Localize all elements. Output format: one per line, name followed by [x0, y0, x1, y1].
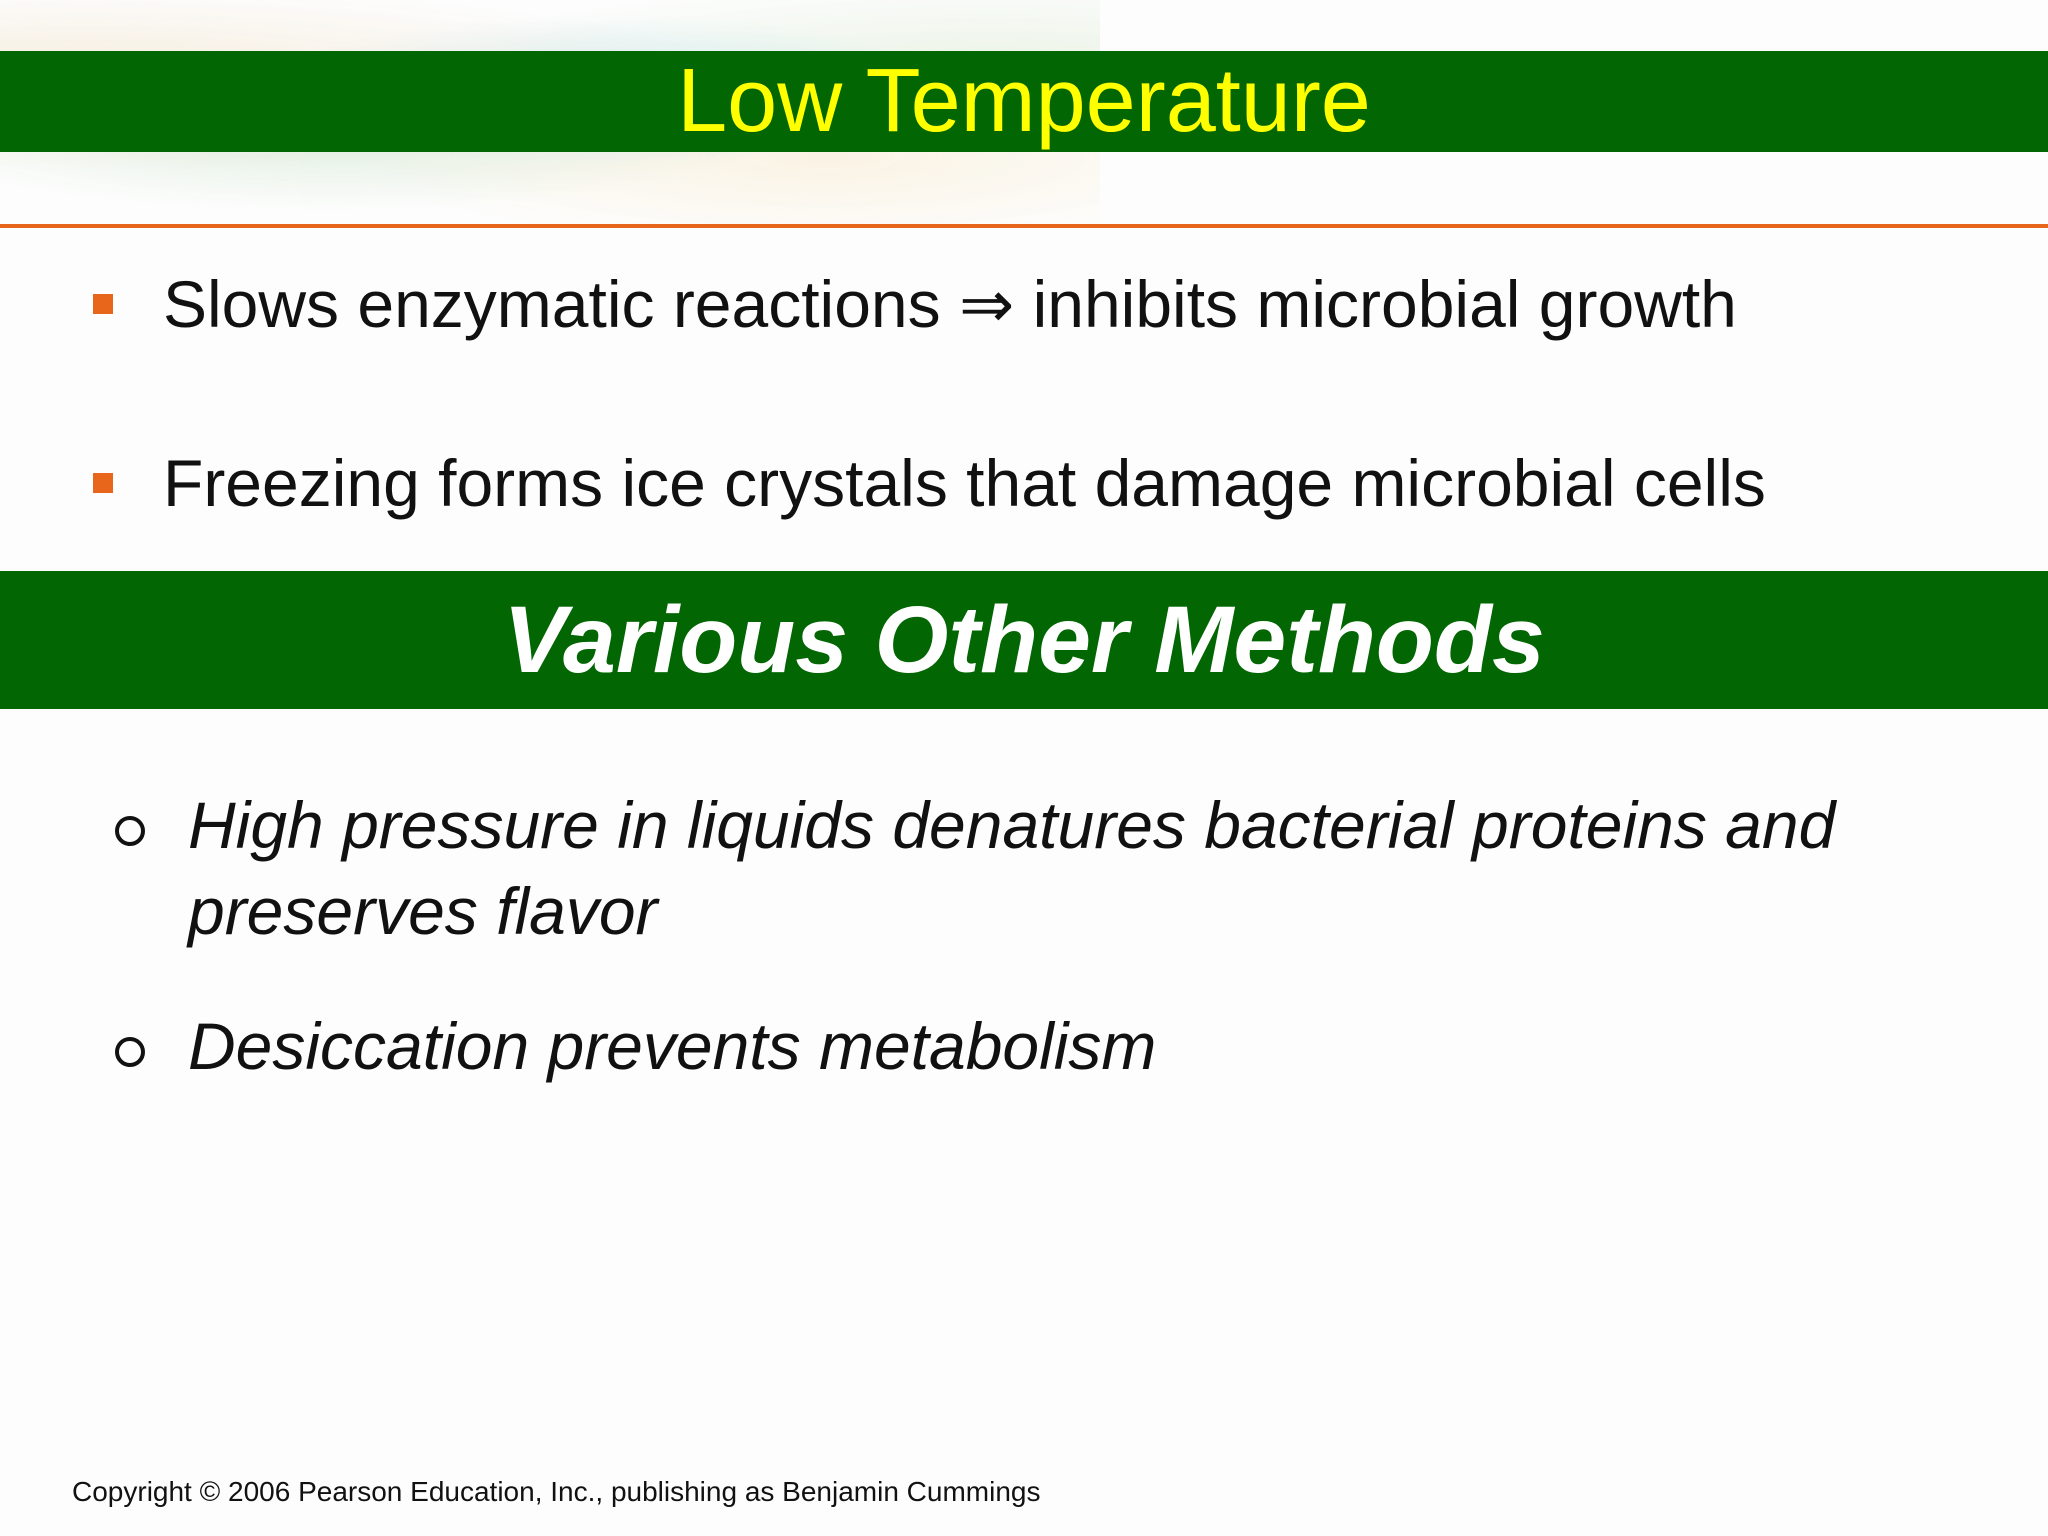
- square-bullet-icon: [93, 473, 113, 493]
- square-bullet-icon: [93, 294, 113, 314]
- section-bar: [0, 571, 2048, 709]
- sub-bullet-item: High pressure in liquids denatures bacte…: [115, 782, 1968, 954]
- bullet-text: Freezing forms ice crystals that damage …: [163, 446, 1766, 520]
- sub-bullet-text: Desiccation prevents metabolism: [188, 1009, 1157, 1083]
- title-bar: [0, 51, 2048, 152]
- section-heading: Various Other Methods: [503, 587, 1545, 693]
- bullet-item: Slows enzymatic reactions ⇒ inhibits mic…: [93, 264, 1737, 344]
- bullet-item: Freezing forms ice crystals that damage …: [93, 443, 1766, 523]
- sub-bullet-text: High pressure in liquids denatures bacte…: [188, 788, 1836, 948]
- title-divider: [0, 224, 2048, 228]
- slide-title: Low Temperature: [677, 51, 1371, 151]
- hollow-circle-bullet-icon: [115, 1037, 145, 1067]
- sub-bullet-item: Desiccation prevents metabolism: [115, 1003, 1968, 1089]
- hollow-circle-bullet-icon: [115, 816, 145, 846]
- copyright-footer: Copyright © 2006 Pearson Education, Inc.…: [72, 1476, 1041, 1507]
- bullet-text: Slows enzymatic reactions ⇒ inhibits mic…: [163, 266, 1737, 341]
